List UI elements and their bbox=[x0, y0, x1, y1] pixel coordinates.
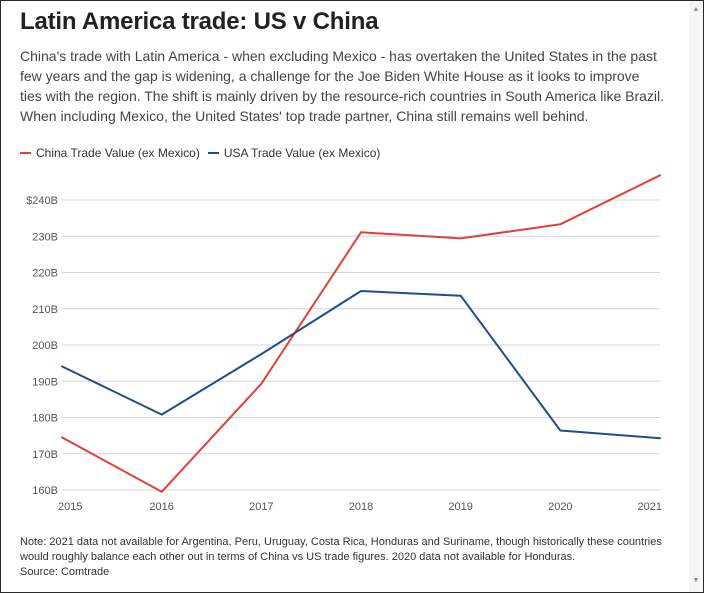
x-tick-label-2017: 2017 bbox=[249, 501, 273, 510]
usa-trade-line bbox=[61, 290, 661, 440]
legend-label-usa: USA Trade Value (ex Mexico) bbox=[223, 146, 381, 160]
chart-source: Source: Comtrade bbox=[20, 566, 110, 578]
y-tick-label-180: 180B bbox=[32, 413, 58, 425]
y-tick-label-160: 160B bbox=[32, 485, 58, 497]
x-tick-label-2021: 2021 bbox=[638, 501, 662, 510]
legend-swatch-usa bbox=[207, 152, 219, 154]
legend-item-usa: USA Trade Value (ex Mexico) bbox=[207, 146, 381, 160]
chart-subtitle: China's trade with Latin America - when … bbox=[20, 48, 665, 124]
china-trade-line bbox=[61, 174, 661, 493]
y-tick-label-230: 230B bbox=[32, 231, 58, 243]
y-tick-label-210: 210B bbox=[32, 304, 58, 316]
y-tick-label-220: 220B bbox=[32, 268, 58, 280]
chart-note: Note: 2021 data not available for Argent… bbox=[20, 536, 662, 563]
legend: China Trade Value (ex Mexico) USA Trade … bbox=[20, 146, 388, 160]
y-tick-label-190: 190B bbox=[32, 376, 58, 388]
scrollbar[interactable]: ▲ ▼ bbox=[689, 1, 703, 592]
chart-title: Latin America trade: US v China bbox=[20, 8, 379, 35]
scroll-up-icon[interactable]: ▲ bbox=[692, 6, 700, 13]
x-tick-label-2020: 2020 bbox=[548, 501, 572, 510]
x-tick-label-2015: 2015 bbox=[58, 501, 82, 510]
line-chart: 160B 170B 180B 190B 200B 210B 220B 230B $240B 201… bbox=[26, 174, 662, 510]
y-tick-label-170: 170B bbox=[32, 449, 58, 461]
legend-swatch-china bbox=[20, 152, 31, 154]
y-tick-label-240: $240B bbox=[26, 195, 58, 207]
x-tick-label-2019: 2019 bbox=[448, 501, 472, 510]
x-tick-label-2018: 2018 bbox=[349, 501, 373, 510]
legend-item-china: China Trade Value (ex Mexico) bbox=[20, 146, 200, 160]
scroll-down-icon[interactable]: ▼ bbox=[692, 577, 700, 584]
legend-label-china: China Trade Value (ex Mexico) bbox=[36, 146, 200, 160]
y-tick-label-200: 200B bbox=[32, 340, 58, 352]
x-tick-label-2016: 2016 bbox=[149, 501, 173, 510]
